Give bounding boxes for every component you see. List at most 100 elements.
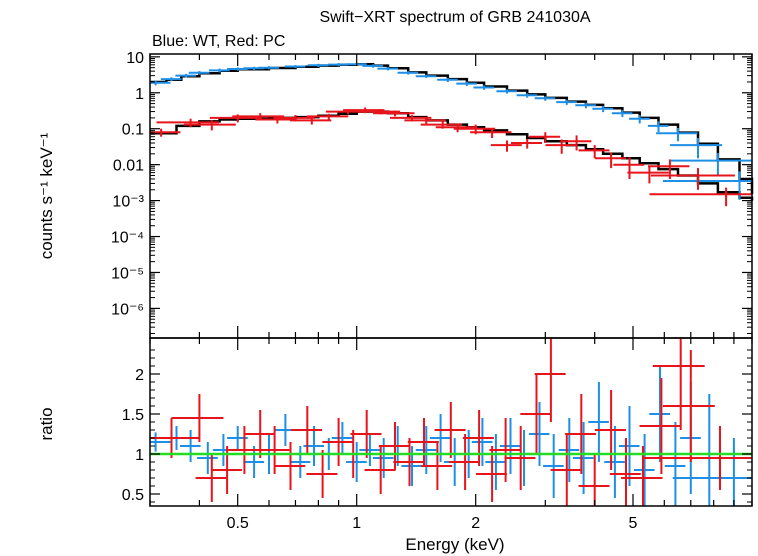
data-point-wt <box>670 153 752 176</box>
data-point-wt <box>197 442 218 474</box>
ratio-y-tick-label: 0.5 <box>122 487 144 504</box>
data-point-pc <box>306 113 349 120</box>
data-point-wt <box>499 418 521 474</box>
data-point-wt <box>588 382 609 462</box>
data-point-wt <box>359 434 380 466</box>
data-point-wt <box>209 68 230 73</box>
spectrum-y-tick-label: 10⁻⁵ <box>111 265 144 282</box>
x-axis-ticks: 0.5 1 2 5 <box>149 54 753 532</box>
spectrum-y-tick-label: 10⁻³ <box>112 194 144 211</box>
data-point-pc <box>448 434 480 490</box>
spectrum-y-tick-label: 10 <box>126 50 144 67</box>
data-point-pc <box>171 394 224 442</box>
data-point-pc <box>550 434 582 506</box>
data-point-wt <box>485 434 506 490</box>
data-point-wt <box>346 442 367 482</box>
spectrum-panel: 10 1 0.1 0.01 10⁻³ 10⁻⁴ 10⁻⁵ 10⁻⁶ counts s⁻¹ ke… <box>37 50 754 339</box>
data-point-wt <box>573 422 594 494</box>
data-point-pc <box>373 110 415 117</box>
data-point-pc <box>150 418 200 458</box>
data-point-wt <box>331 422 353 454</box>
data-point-pc <box>627 166 669 184</box>
data-point-wt <box>516 93 538 98</box>
data-point-pc <box>291 406 323 454</box>
data-point-wt <box>558 418 580 482</box>
x-tick-label: 1 <box>352 515 361 532</box>
data-point-pc <box>490 140 522 152</box>
spectrum-y-axis-label: counts s⁻¹ keV⁻¹ <box>37 132 56 259</box>
data-point-pc <box>511 138 542 149</box>
data-point-pc <box>183 120 236 131</box>
data-point-pc <box>504 426 536 490</box>
data-point-pc <box>652 338 705 430</box>
x-tick-label: 2 <box>471 515 480 532</box>
data-point-wt <box>150 80 171 86</box>
data-point-wt <box>698 394 720 506</box>
x-axis-label: Energy (keV) <box>405 535 504 554</box>
chart-subtitle: Blue: WT, Red: PC <box>152 33 285 50</box>
data-point-pc <box>421 442 453 490</box>
data-point-pc <box>434 402 466 458</box>
data-point-wt <box>243 446 265 478</box>
data-point-pc <box>649 187 752 207</box>
data-point-pc <box>475 446 507 502</box>
data-point-wt <box>556 99 577 105</box>
x-tick-label: 0.5 <box>227 515 249 532</box>
ratio-y-tick-label: 1.5 <box>122 407 144 424</box>
data-point-wt <box>604 426 625 498</box>
data-point-pc <box>322 418 354 466</box>
data-point-wt <box>629 115 650 124</box>
data-point-pc <box>534 338 566 422</box>
data-point-wt <box>534 96 556 101</box>
data-point-wt <box>634 434 655 506</box>
data-point-pc <box>613 157 645 179</box>
ratio-panel: 0.5 1 1.5 2 ratio <box>37 337 753 507</box>
data-point-wt <box>289 446 311 478</box>
ratio-y-axis-label: ratio <box>37 407 56 440</box>
data-point-pc <box>289 117 332 125</box>
data-point-wt <box>377 67 398 71</box>
ratio-points-layer <box>150 338 752 506</box>
data-point-wt <box>647 121 669 133</box>
data-point-pc <box>520 374 552 454</box>
data-point-pc <box>662 350 715 462</box>
spectrum-y-tick-label: 10⁻⁶ <box>111 301 144 318</box>
data-point-wt <box>258 66 279 70</box>
spectrum-y-tick-label: 0.1 <box>122 122 144 139</box>
data-point-wt <box>473 85 495 90</box>
data-point-pc <box>565 394 597 474</box>
data-point-wt <box>188 71 210 75</box>
data-point-pc <box>407 418 439 466</box>
data-point-pc <box>643 426 752 490</box>
data-point-pc <box>578 145 610 159</box>
data-point-wt <box>175 73 196 78</box>
data-point-pc <box>274 442 306 490</box>
data-point-wt <box>611 110 633 118</box>
data-point-wt <box>543 434 564 498</box>
data-point-pc <box>404 117 446 125</box>
data-point-wt <box>496 89 517 94</box>
spectrum-y-tick-label: 1 <box>135 86 144 103</box>
data-point-wt <box>160 77 182 82</box>
data-point-wt <box>592 106 614 113</box>
data-point-pc <box>489 418 521 482</box>
data-point-wt <box>373 438 394 478</box>
spectrum-axes: 10 1 0.1 0.01 10⁻³ 10⁻⁴ 10⁻⁵ 10⁻⁶ <box>111 50 752 335</box>
data-point-pc <box>462 410 494 466</box>
x-tick-label: 5 <box>629 515 638 532</box>
spectrum-y-tick-label: 10⁻⁴ <box>111 230 144 247</box>
ratio-y-tick-label: 2 <box>135 367 144 384</box>
spectrum-y-tick-label: 0.01 <box>113 158 144 175</box>
data-point-wt <box>649 366 670 462</box>
data-point-pc <box>156 118 219 128</box>
data-point-wt <box>670 138 722 159</box>
data-point-pc <box>621 446 663 506</box>
data-points-layer <box>150 62 752 207</box>
data-point-wt <box>471 418 493 466</box>
data-point-pc <box>594 390 626 470</box>
data-point-wt <box>397 71 419 75</box>
data-point-wt <box>528 402 550 466</box>
data-point-pc <box>594 152 626 169</box>
data-point-pc <box>560 135 592 151</box>
